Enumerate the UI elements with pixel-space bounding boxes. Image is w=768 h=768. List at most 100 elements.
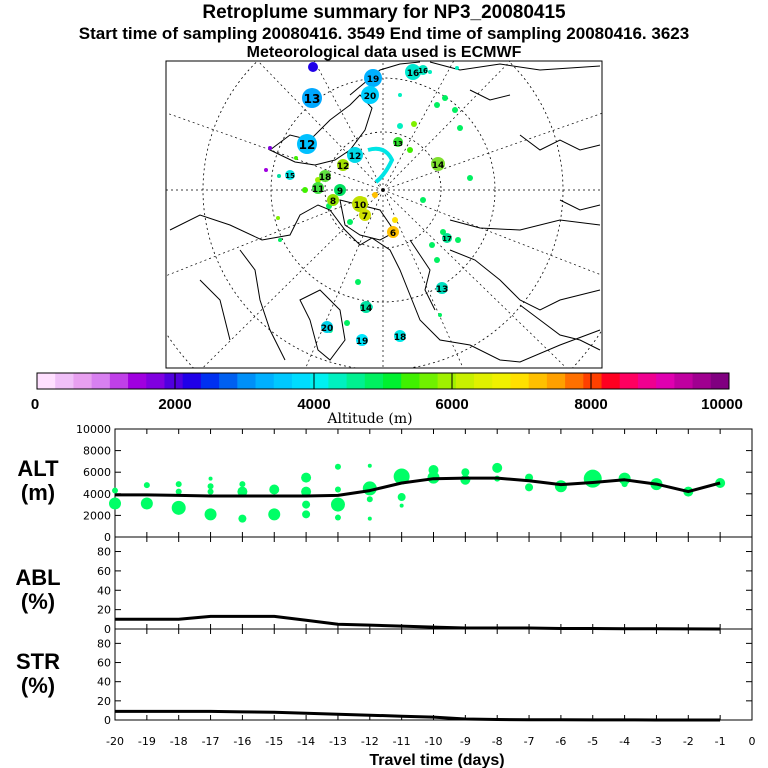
x-tick-label: -7 [524, 735, 535, 748]
map-marker-16: 18 [394, 330, 407, 343]
svg-text:13: 13 [304, 92, 321, 106]
svg-text:12: 12 [349, 152, 362, 162]
colorbar-label: Altitude (m) [326, 411, 412, 427]
colorbar-cell [437, 373, 457, 389]
meteorological-data-line: Meteorological data used is ECMWF [246, 44, 522, 61]
x-tick-label: -14 [297, 735, 315, 748]
svg-text:11: 11 [312, 185, 325, 195]
colorbar-cell [710, 373, 730, 389]
map-marker-20: 16 [418, 65, 428, 75]
map-marker-4: 12 [297, 134, 317, 154]
svg-text:14: 14 [432, 161, 445, 171]
colorbar-cell [219, 373, 238, 389]
colorbar-cell [310, 373, 329, 389]
alt-scatter-point [367, 516, 372, 521]
map-marker-12: 6 [387, 226, 399, 239]
alt-scatter-point [238, 514, 247, 523]
map-marker-22: 18 [319, 170, 331, 183]
y-tick-label: 80 [97, 546, 111, 559]
svg-text:20: 20 [321, 324, 334, 334]
trajectory-path [367, 146, 395, 184]
svg-text:18: 18 [394, 333, 407, 343]
alt-yticks: 0 2000 4000 6000 8000 10000 [76, 423, 753, 544]
y-tick-label: 2000 [83, 509, 111, 522]
x-tick-label: -19 [138, 735, 156, 748]
map-marker-1: 16 [405, 64, 421, 80]
colorbar-cell [182, 373, 202, 389]
colorbar-cell [346, 373, 366, 389]
colorbar-cell [601, 373, 621, 389]
alt-scatter-point [175, 481, 182, 488]
colorbar-cell [455, 373, 475, 389]
svg-text:8: 8 [330, 197, 336, 207]
alt-scatter-point [302, 510, 311, 519]
x-tick-label: -2 [683, 735, 694, 748]
alt-scatter-point [208, 476, 213, 481]
colorbar-cell [91, 373, 111, 389]
alt-scatter-point [461, 468, 470, 477]
alt-scatter-point [268, 508, 281, 521]
abl-ylabel-line1: ABL [15, 565, 60, 590]
alt-scatter-point [301, 472, 312, 483]
alt-scatter-point [367, 463, 372, 468]
svg-text:16: 16 [407, 69, 420, 79]
x-tick-label: -9 [460, 735, 471, 748]
colorbar-cell [674, 373, 694, 389]
colorbar-cell [164, 373, 184, 389]
colorbar-cell [656, 373, 675, 389]
plot-title: Retroplume summary for NP3_20080415 [202, 2, 566, 23]
alt-scatter-point [143, 482, 150, 489]
colorbar-tick-label: 10000 [701, 396, 743, 413]
colorbar-cell [291, 373, 311, 389]
map-marker-21: 17 [442, 233, 452, 243]
map-grid: 16 19 13 12 20 12 14 10 9 8 7 6 13 14 19… [166, 61, 602, 368]
alt-scatter-point [301, 486, 312, 497]
colorbar-cell [692, 373, 712, 389]
x-tick-label: -18 [170, 735, 188, 748]
x-tick-label: -12 [361, 735, 379, 748]
alt-scatter-point [207, 488, 214, 495]
x-tick-label: -5 [587, 735, 598, 748]
map-marker-2: 19 [364, 69, 382, 87]
map-marker-15: 19 [356, 334, 368, 347]
x-tick-label: -17 [202, 735, 220, 748]
map-marker-9: 9 [334, 184, 346, 197]
time-series-panels: ALT (m) ABL (%) STR (%) 0200040006000800… [15, 423, 755, 768]
y-tick-label: 10000 [76, 423, 111, 436]
colorbar-cell [474, 373, 493, 389]
map-marker-18: 13 [393, 137, 403, 148]
colorbar-cell [619, 373, 639, 389]
map-marker-6: 12 [347, 147, 363, 163]
svg-text:13: 13 [436, 285, 449, 295]
alt-scatter-point [140, 497, 153, 510]
str-panel-frame [114, 628, 753, 721]
alt-scatter-point [302, 500, 311, 509]
y-tick-label: 0 [104, 623, 111, 636]
y-tick-label: 20 [97, 695, 111, 708]
alt-scatter-point [492, 462, 503, 473]
colorbar-tick-label: 4000 [297, 396, 330, 413]
map-marker-8: 10 [352, 196, 368, 212]
colorbar-cell [383, 373, 402, 389]
map-marker-19: 11 [312, 182, 325, 195]
colorbar-cell [492, 373, 511, 389]
y-tick-label: 6000 [83, 466, 111, 479]
alt-series-line [115, 476, 721, 498]
colorbar-cell [419, 373, 439, 389]
colorbar-cell [55, 373, 74, 389]
y-tick-label: 60 [97, 657, 111, 670]
alt-scatter-point [269, 484, 280, 495]
alt-scatter-point [715, 478, 726, 488]
colorbar-cell [255, 373, 275, 389]
alt-scatter-point [109, 497, 121, 510]
alt-scatter-point [171, 500, 186, 515]
colorbar-cell [546, 373, 566, 389]
str-ylabel-line1: STR [16, 649, 60, 674]
svg-text:9: 9 [337, 187, 343, 197]
colorbar-cell [510, 373, 530, 389]
x-tick-label: -10 [425, 735, 443, 748]
x-tick-label: -8 [492, 735, 503, 748]
x-tick-label: -16 [233, 735, 251, 748]
colorbar-cell [146, 373, 165, 389]
